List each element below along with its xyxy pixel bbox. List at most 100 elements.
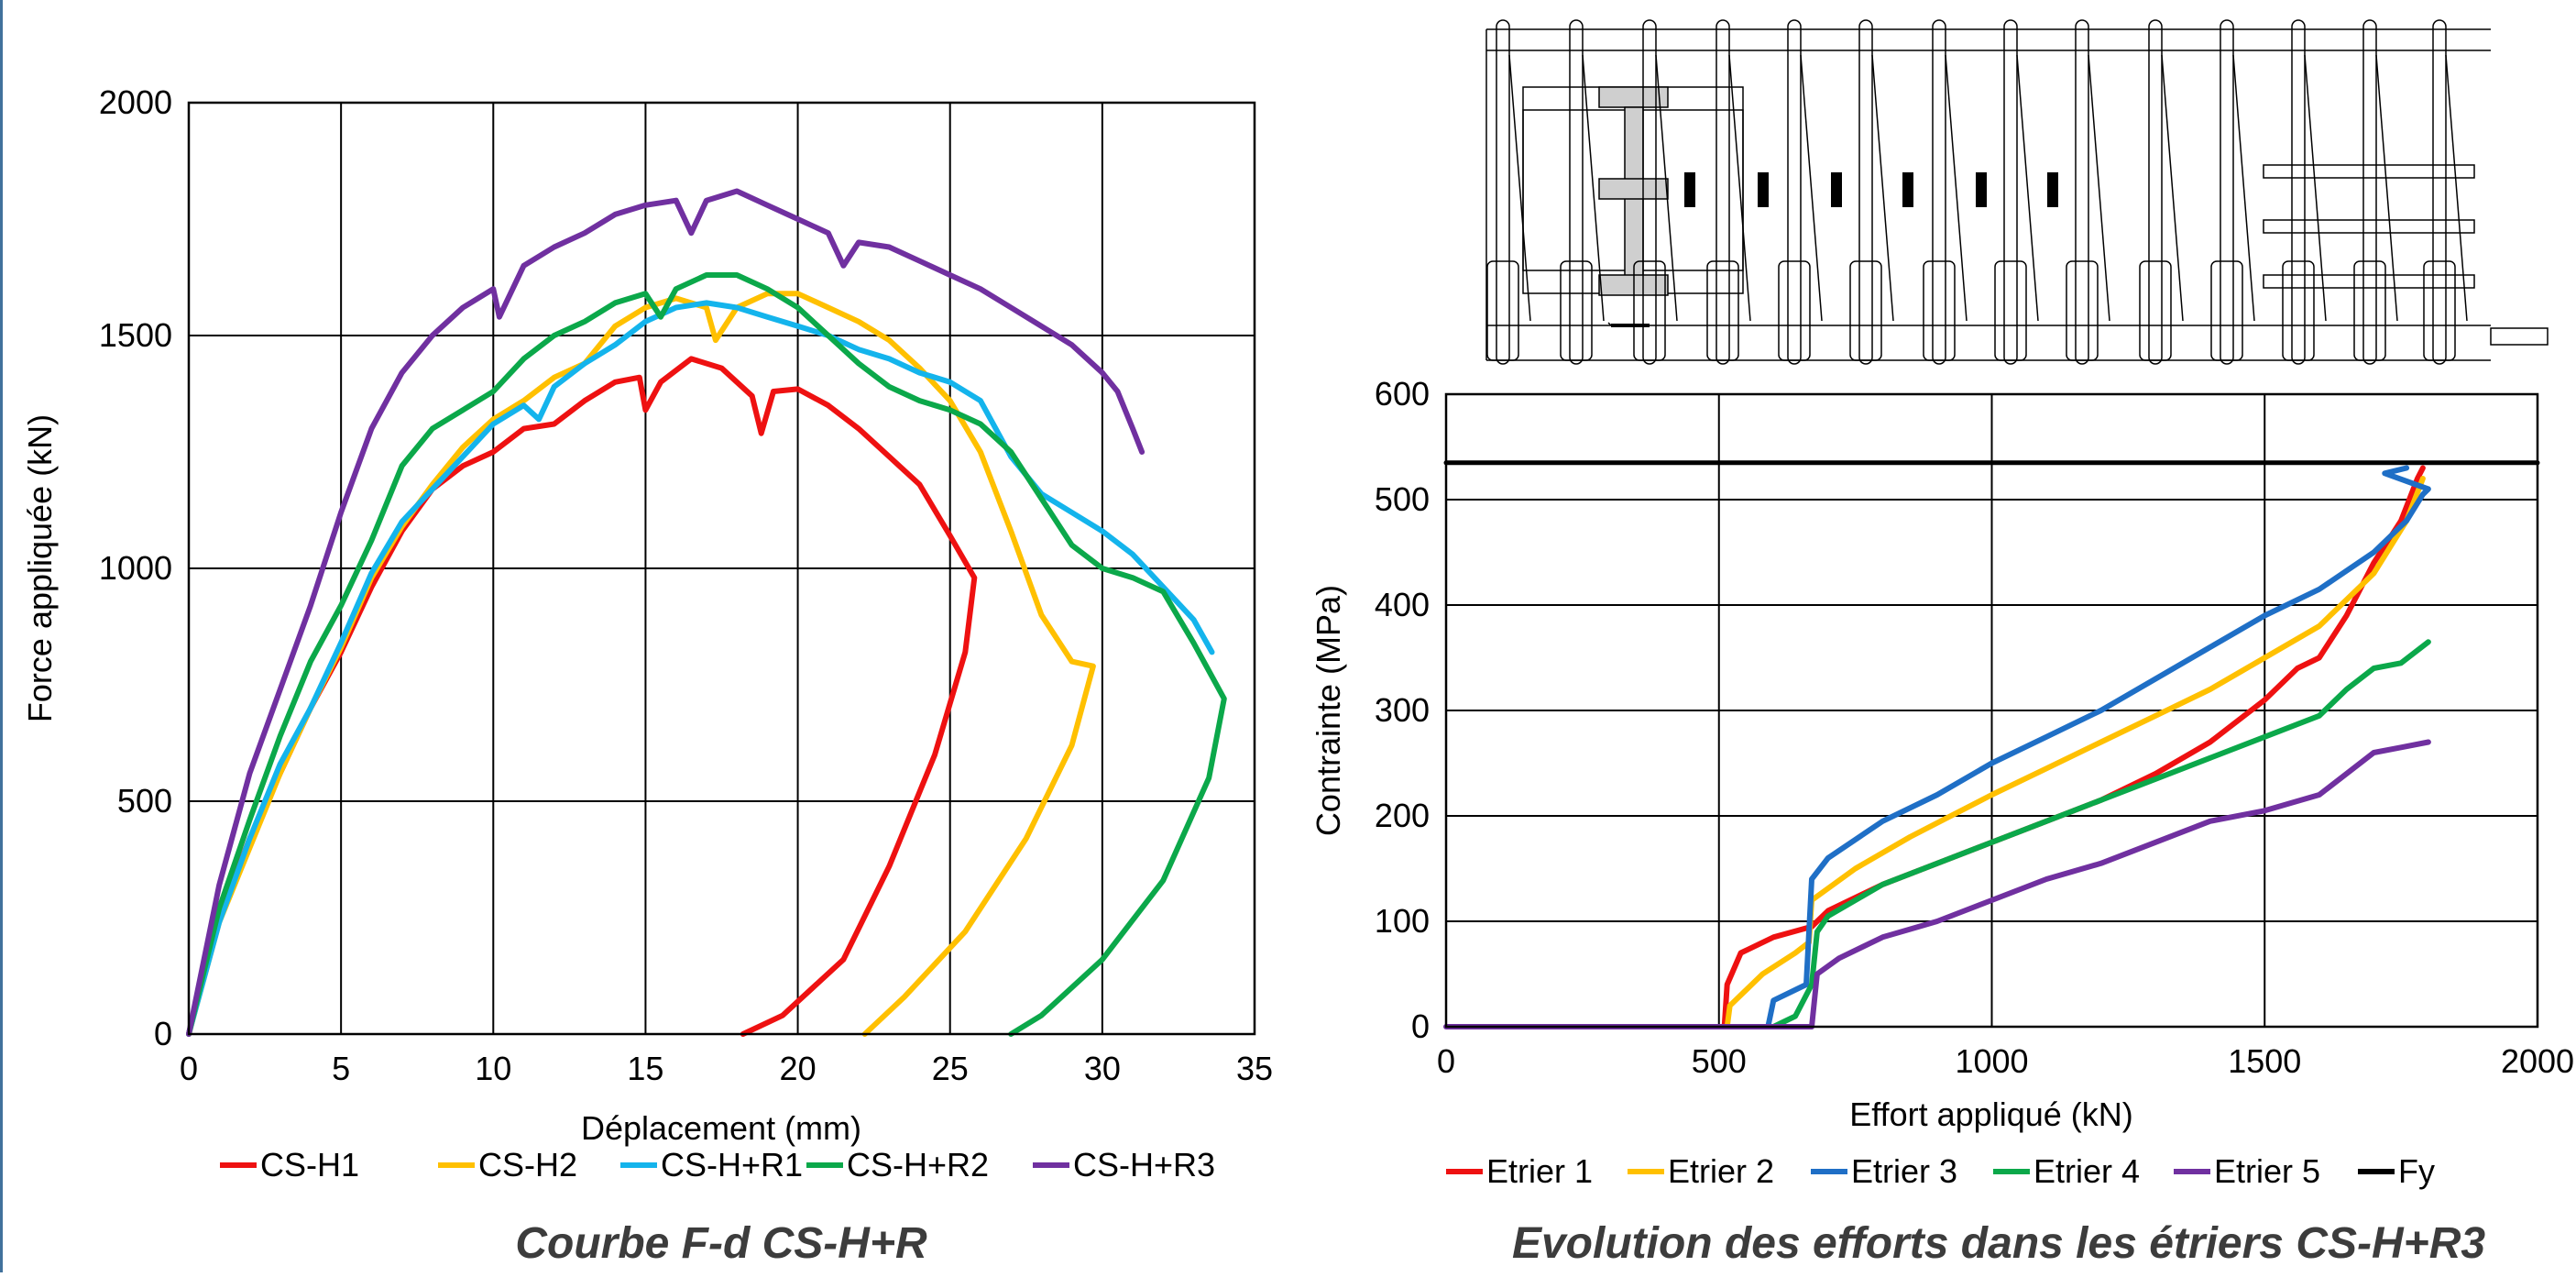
- series-line-etrier-2: [1724, 476, 2426, 1029]
- legend-label-etrier-2: Etrier 2: [1668, 1152, 1774, 1190]
- stirrup-diagonal: [1945, 54, 1968, 322]
- stirrup-diagonal: [1728, 54, 1751, 322]
- left-frame-border: [0, 0, 3, 1272]
- stirrup: [2432, 19, 2447, 365]
- x-tick-label: 15: [627, 1050, 663, 1087]
- strain-gauge-group: [1684, 172, 2058, 207]
- series-line-etrier-5: [1443, 739, 2431, 1029]
- y-tick-label: 0: [1411, 1007, 1430, 1045]
- x-tick-label: 0: [1437, 1042, 1455, 1080]
- x-axis-label: Déplacement (mm): [581, 1109, 861, 1147]
- stirrup-leg: [2210, 260, 2243, 361]
- stirrup: [1716, 19, 1730, 365]
- y-tick-label: 400: [1375, 586, 1430, 623]
- stirrup-diagonal: [1871, 54, 1894, 322]
- stirrup-diagonal: [1508, 54, 1531, 322]
- stirrup: [1787, 19, 1802, 365]
- x-tick-label: 30: [1084, 1050, 1121, 1087]
- legend-label-cs-h2: CS-H2: [478, 1146, 577, 1183]
- y-tick-label: 500: [117, 782, 172, 820]
- plot-area-border: [187, 101, 1256, 1036]
- y-tick-labels: 0 500 1000 1500 2000: [99, 83, 172, 1052]
- y-axis-label: Force appliquée (kN): [21, 414, 59, 722]
- stirrup-diagonal: [2375, 54, 2398, 322]
- stirrup-leg: [1706, 260, 1739, 361]
- y-tick-labels: 0 100 200 300 400 500 600: [1375, 375, 1430, 1045]
- chart-legend: CS-H1 CS-H2 CS-H+R1 CS-H+R2 CS-H+R3: [220, 1146, 1215, 1183]
- stirrup: [2003, 19, 2018, 365]
- chart-series-group: [186, 188, 1227, 1037]
- stirrup: [1642, 19, 1657, 365]
- stirrup-diagonal: [1800, 54, 1823, 322]
- y-tick-label: 300: [1375, 691, 1430, 729]
- strain-gauge: [2047, 172, 2058, 207]
- stirrup-leg: [1633, 260, 1666, 361]
- strain-gauge: [1831, 172, 1842, 207]
- stirrup-leg: [1923, 260, 1956, 361]
- stirrup-leg: [1486, 260, 1519, 361]
- stirrup-diagonal: [2232, 54, 2255, 322]
- series-line-etrier-4: [1770, 639, 2431, 1029]
- series-line-etrier-1: [1721, 465, 2426, 1029]
- x-tick-label: 500: [1692, 1042, 1747, 1080]
- y-tick-label: 2000: [99, 83, 172, 121]
- x-tick-label: 25: [932, 1050, 969, 1087]
- strain-gauge: [1758, 172, 1769, 207]
- x-tick-label: 2000: [2501, 1042, 2574, 1080]
- beam-support-plate: [2490, 327, 2549, 346]
- y-tick-label: 100: [1375, 902, 1430, 940]
- stirrup-leg: [1778, 260, 1811, 361]
- stirrup-leg: [2353, 260, 2386, 361]
- stirrup: [2362, 19, 2377, 365]
- stirrup: [1496, 19, 1510, 365]
- y-tick-label: 1500: [99, 316, 172, 354]
- stirrup-diagonal: [2161, 54, 2184, 322]
- stirrup-leg: [2282, 260, 2315, 361]
- series-line-cs-h-r3: [186, 188, 1145, 1037]
- x-tick-label: 35: [1236, 1050, 1273, 1087]
- x-tick-label: 1500: [2228, 1042, 2301, 1080]
- chart-legend: Etrier 1 Etrier 2 Etrier 3 Etrier 4 Etrier 5…: [1446, 1152, 2435, 1190]
- stirrup-stress-chart: 0 500 1000 1500 2000 0 100 200 300 400 500 600 Eff…: [1310, 375, 2574, 1268]
- y-tick-label: 500: [1375, 480, 1430, 518]
- y-tick-label: 0: [154, 1015, 172, 1052]
- legend-label-etrier-3: Etrier 3: [1851, 1152, 1957, 1190]
- y-tick-label: 200: [1375, 797, 1430, 834]
- series-line-etrier-3: [1765, 465, 2431, 1029]
- force-displacement-chart: 0 5 10 15 20 25 30 35 0 500 1000 1500 2000 Déplacem…: [21, 83, 1273, 1268]
- x-tick-label: 0: [180, 1050, 198, 1087]
- chart-grid: [188, 102, 1255, 1035]
- end-bracing: [2263, 164, 2475, 289]
- legend-label-etrier-5: Etrier 5: [2214, 1152, 2320, 1190]
- stirrup-diagonal: [2445, 54, 2468, 322]
- series-line-cs-h1: [186, 356, 978, 1037]
- stirrup-group: [1486, 19, 2468, 365]
- stirrup-diagonal: [1655, 54, 1678, 322]
- chart-grid: [1445, 393, 2538, 1028]
- legend-label-cs-h-r2: CS-H+R2: [847, 1146, 989, 1183]
- steel-i-section: [1598, 86, 1669, 296]
- series-line-cs-h-r2: [186, 272, 1227, 1037]
- stirrup: [2075, 19, 2089, 365]
- legend-label-etrier-1: Etrier 1: [1486, 1152, 1593, 1190]
- strain-gauge: [1976, 172, 1987, 207]
- plot-area-border: [1444, 392, 2539, 1029]
- y-axis-label: Contrainte (MPa): [1310, 585, 1347, 836]
- y-tick-label: 600: [1375, 375, 1430, 413]
- x-axis-label: Effort appliqué (kN): [1849, 1095, 2132, 1133]
- x-tick-labels: 0 5 10 15 20 25 30 35: [180, 1050, 1273, 1087]
- stirrup-leg: [1560, 260, 1593, 361]
- stirrup-diagonal: [2088, 54, 2110, 322]
- stirrup: [2148, 19, 2163, 365]
- stirrup-diagonal: [2016, 54, 2039, 322]
- chart-caption: Courbe F-d CS-H+R: [515, 1219, 927, 1268]
- strain-gauge: [1902, 172, 1913, 207]
- legend-label-etrier-4: Etrier 4: [2033, 1152, 2140, 1190]
- legend-label-cs-h-r1: CS-H+R1: [661, 1146, 803, 1183]
- x-tick-labels: 0 500 1000 1500 2000: [1437, 1042, 2574, 1080]
- stirrup-leg: [1849, 260, 1882, 361]
- y-tick-label: 1000: [99, 549, 172, 587]
- stirrup-leg: [2066, 260, 2099, 361]
